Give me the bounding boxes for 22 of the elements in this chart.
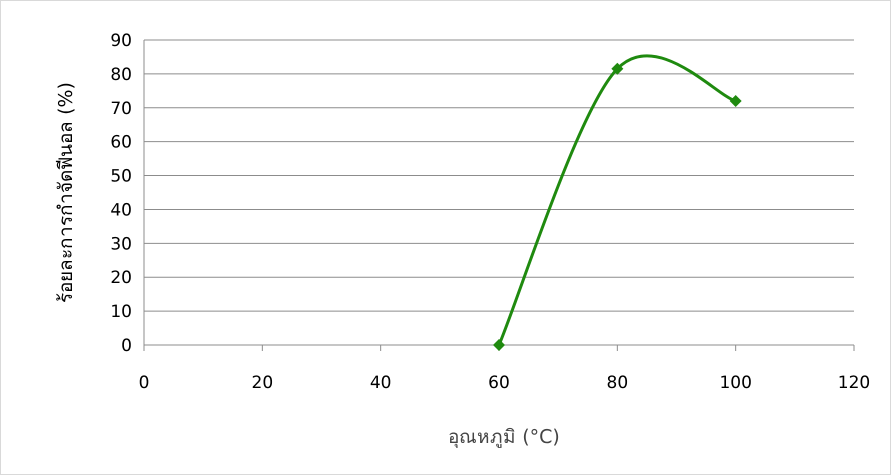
y-tick-label: 30 xyxy=(110,234,132,254)
y-axis-title: ร้อยละการกำจัดฟีนอล (%) xyxy=(55,82,77,303)
x-tick-label: 40 xyxy=(370,373,392,393)
x-tick-label: 60 xyxy=(488,373,510,393)
x-tick-label: 120 xyxy=(838,373,870,393)
point xyxy=(493,339,505,351)
point xyxy=(611,62,624,75)
y-tick-label: 80 xyxy=(110,64,132,85)
x-axis-title: อุณหภูมิ (°C) xyxy=(448,426,560,449)
y-tick-label: 0 xyxy=(121,336,132,356)
point xyxy=(730,95,742,107)
y-tick-label: 20 xyxy=(110,268,132,288)
x-tick-label: 100 xyxy=(719,373,752,393)
y-tick-label: 50 xyxy=(110,166,132,187)
y-tick-label: 60 xyxy=(110,132,132,153)
x-tick-label: 20 xyxy=(252,373,274,393)
x-tick-label: 80 xyxy=(606,373,628,393)
y-tick-label: 90 xyxy=(110,31,132,51)
y-tick-label: 70 xyxy=(110,98,132,119)
x-tick-label: 0 xyxy=(138,373,150,393)
y-tick-label: 40 xyxy=(110,200,132,220)
y-tick-label: 10 xyxy=(110,302,132,322)
